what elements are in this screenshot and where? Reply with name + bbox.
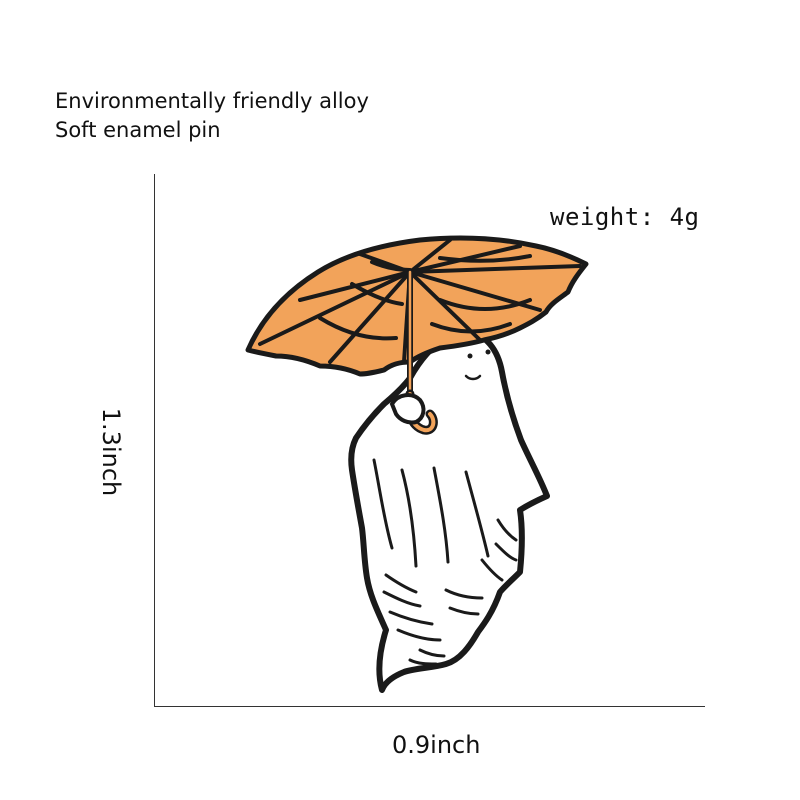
height-axis-line — [154, 174, 155, 707]
ghost-hand — [389, 393, 426, 425]
weight-label: weight: 4g — [550, 203, 700, 231]
umbrella-canopy — [245, 235, 589, 435]
description-line-type: Soft enamel pin — [55, 118, 221, 142]
ghost-body — [348, 329, 550, 693]
description-line-material: Environmentally friendly alloy — [55, 89, 369, 113]
width-label: 0.9inch — [392, 731, 481, 759]
width-axis-line — [154, 706, 705, 707]
